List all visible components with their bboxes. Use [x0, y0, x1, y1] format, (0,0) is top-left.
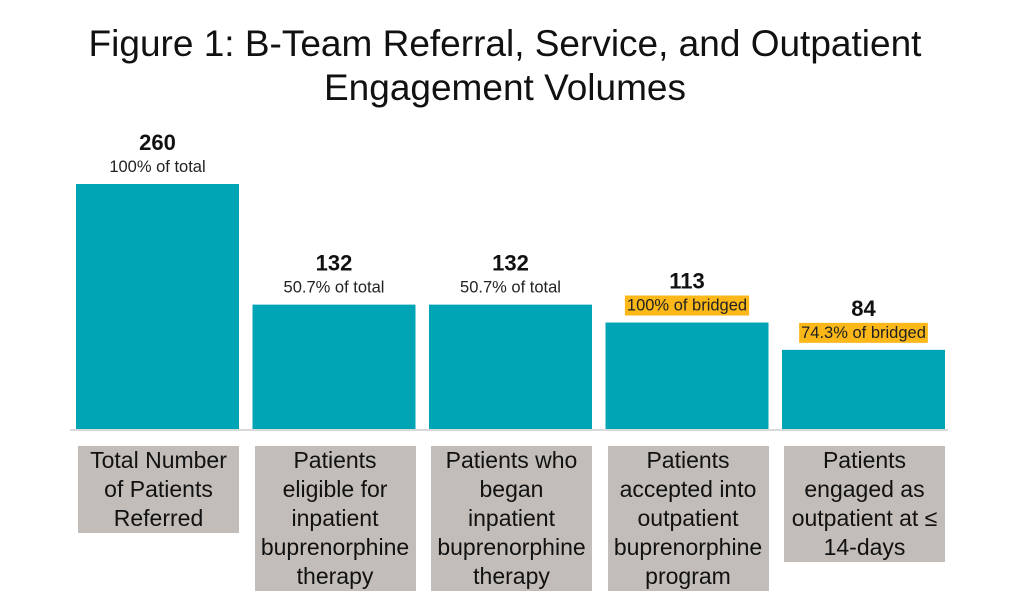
bar	[252, 304, 416, 429]
percent-label: 100% of bridged	[627, 297, 747, 315]
percent-label-highlight	[799, 322, 928, 343]
percent-label: 74.3% of bridged	[801, 324, 926, 342]
category-label-line: therapy	[296, 563, 374, 589]
category-label-line: therapy	[473, 563, 550, 589]
value-label: 260	[139, 130, 176, 155]
category-label: Patients who began inpatient buprenorphine t…	[431, 446, 592, 591]
percent-label: 50.7% of total	[460, 279, 561, 297]
percent-label: 50.7% of total	[284, 279, 385, 297]
category-label-line: outpatient at ≤	[791, 505, 938, 531]
category-label: Total Number of Patients Referred	[78, 446, 239, 533]
category-label-line: accepted into	[619, 476, 757, 502]
category-label-line: program	[645, 563, 731, 589]
category-label-line: buprenorphine	[437, 534, 586, 560]
category-label-line: buprenorphine	[260, 534, 410, 560]
category-label-line: Total Number	[90, 447, 227, 473]
category-label-line: inpatient	[468, 505, 555, 531]
category-label-line: 14-days	[823, 534, 906, 560]
category-label: Patients eligible for inpatient buprenorphi…	[254, 446, 416, 591]
category-label-line: outpatient	[637, 505, 739, 531]
chart-title: Figure 1: B-Team Referral, Service, and …	[0, 22, 1010, 110]
category-label-line: engaged as	[804, 476, 925, 502]
category-label-line: Patients who	[445, 447, 578, 473]
category-label-line: Patients	[293, 447, 377, 473]
category-label-line: began	[479, 476, 544, 502]
value-label: 84	[851, 296, 876, 321]
bar	[76, 184, 239, 429]
category-label: Patients accepted into outpatient buprenorp…	[607, 446, 769, 591]
bar	[605, 322, 769, 429]
category-label-line: Referred	[113, 505, 204, 531]
category-label-line: of Patients	[104, 476, 213, 502]
value-label: 132	[492, 251, 529, 276]
category-label-line: eligible for	[282, 476, 388, 502]
percent-label-highlight	[624, 295, 750, 316]
bar	[782, 349, 945, 429]
value-label: 132	[316, 251, 353, 276]
value-label: 113	[669, 269, 705, 294]
category-label-line: Patients	[822, 447, 907, 473]
chart-title-line-1: Figure 1: B-Team Referral, Service, and …	[88, 23, 922, 64]
bar	[429, 304, 592, 429]
category-label: Patients engaged as outpatient at ≤ 14-days	[784, 446, 945, 562]
category-label-line: Patients	[646, 447, 730, 473]
chart-title-line-2: Engagement Volumes	[323, 67, 686, 108]
category-label-line: buprenorphine	[613, 534, 763, 560]
percent-label: 100% of total	[109, 158, 205, 176]
category-label-line: inpatient	[291, 505, 379, 531]
